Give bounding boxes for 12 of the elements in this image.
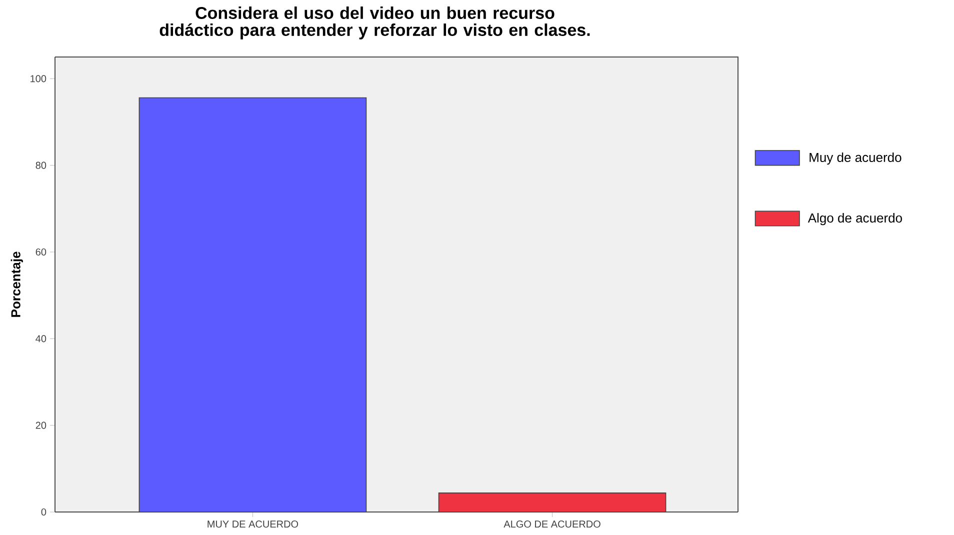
y-tick-label: 0 xyxy=(41,508,46,516)
legend-label: Algo de acuerdo xyxy=(808,213,902,226)
x-tick-label: ALGO DE ACUERDO xyxy=(504,520,600,528)
y-tick-label: 100 xyxy=(30,75,46,82)
y-tick-label: 40 xyxy=(36,335,46,342)
legend-label: Muy de acuerdo xyxy=(810,152,902,165)
y-tick-label: 20 xyxy=(36,422,46,429)
y-tick-label: 80 xyxy=(36,162,46,169)
x-tick-label: MUY DE ACUERDO xyxy=(208,520,298,528)
chart-title: Considera el uso del video un buen recurso didáctico para entender y reforzar lo visto en clases. xyxy=(160,6,590,40)
y-tick-label: 60 xyxy=(36,248,46,256)
y-axis-title: Porcentaje xyxy=(10,252,23,317)
